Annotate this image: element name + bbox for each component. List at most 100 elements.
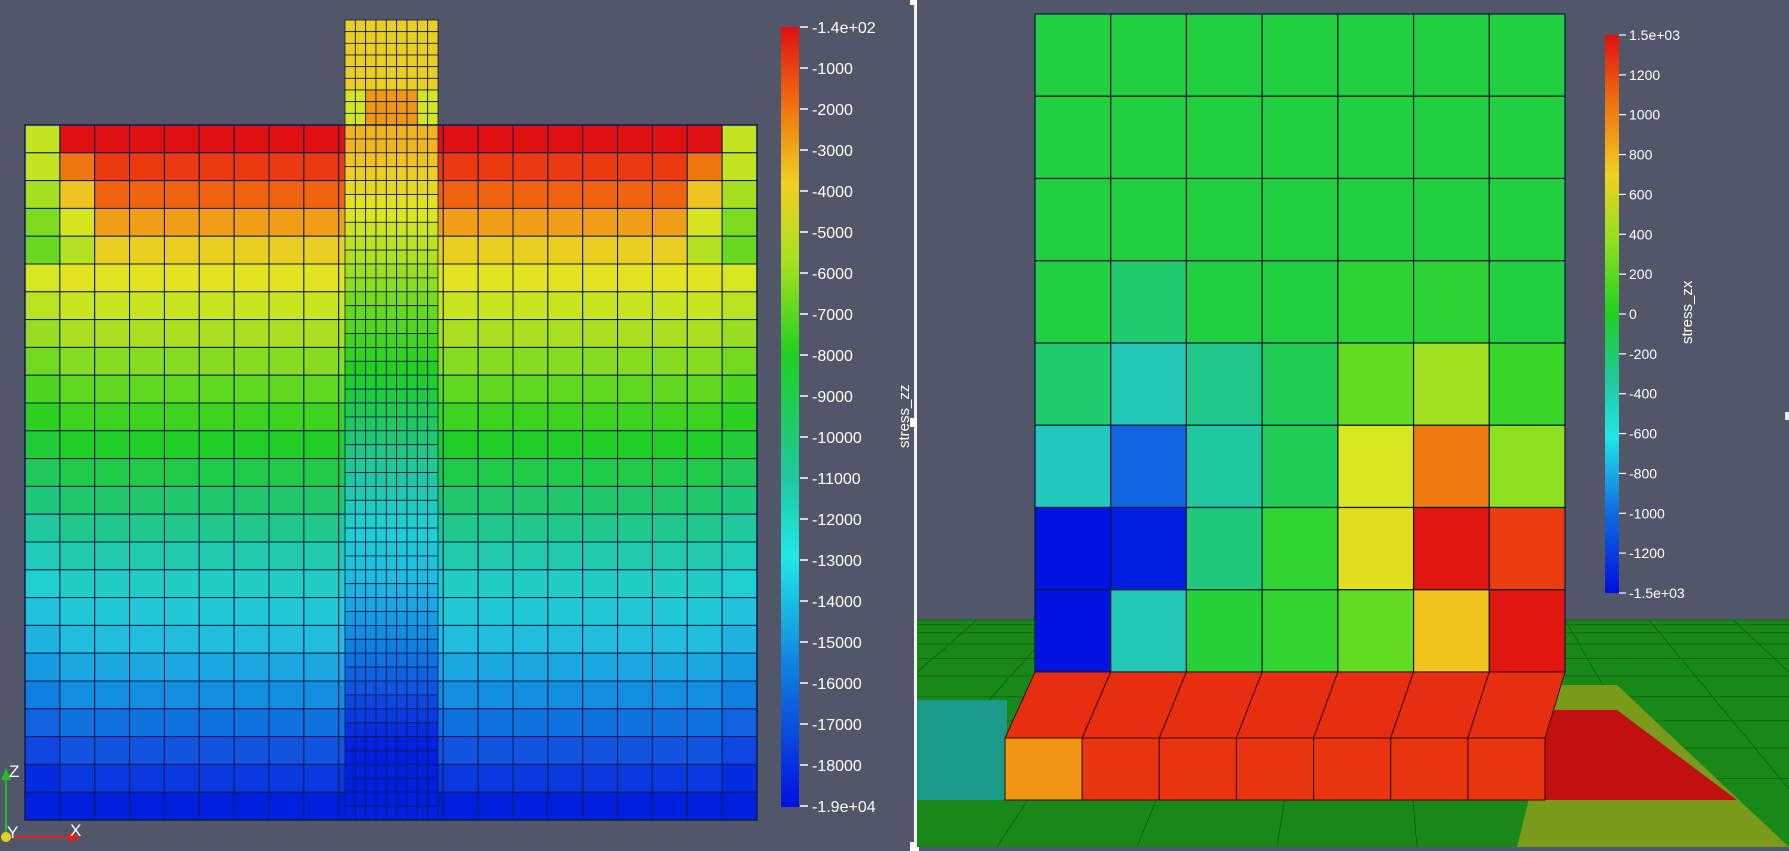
stress-zz-mesh-cell bbox=[686, 263, 723, 293]
stress-zz-refined-cell bbox=[354, 652, 367, 668]
stress-zz-mesh-cell bbox=[59, 485, 96, 515]
stress-zz-mesh-cell bbox=[477, 152, 514, 182]
y-axis-label: Y bbox=[7, 823, 18, 842]
left-viewport[interactable]: -1.4e+02 -1000 -2000 -3000 -4000 -5000 -6000 -7… bbox=[0, 0, 914, 847]
stress-zz-refined-cell bbox=[396, 444, 408, 460]
stress-zz-refined-cell bbox=[354, 207, 367, 223]
stress-zz-mesh[interactable] bbox=[24, 19, 758, 821]
stress-zz-mesh-cell bbox=[59, 402, 96, 432]
stress-zz-refined-cell bbox=[354, 263, 367, 279]
stress-zx-mesh[interactable] bbox=[1004, 13, 1566, 801]
stress-zz-mesh-cell bbox=[512, 346, 549, 376]
stress-zz-refined-cell bbox=[375, 764, 387, 779]
stress-zz-refined-cell bbox=[375, 180, 387, 195]
stress-zz-mesh-cell bbox=[442, 430, 479, 460]
stress-zz-refined-cell bbox=[365, 346, 377, 362]
stress-zz-mesh-cell bbox=[512, 624, 549, 654]
stress-zz-refined-cell bbox=[385, 235, 398, 251]
ground-grid-line bbox=[1648, 619, 1789, 790]
stress-zz-mesh-cell bbox=[617, 319, 653, 348]
stress-zz-mesh-cell bbox=[721, 235, 758, 265]
stress-zz-refined-cell bbox=[396, 694, 408, 710]
stress-zz-mesh-cell bbox=[129, 291, 165, 321]
stress-zz-mesh-cell bbox=[233, 708, 270, 738]
stress-zz-refined-cell bbox=[375, 444, 387, 460]
stress-zz-tick-label: -13000 bbox=[812, 553, 862, 570]
stress-zz-mesh-cell bbox=[582, 791, 619, 821]
stress-zz-refined-cell bbox=[385, 249, 398, 265]
stress-zz-mesh-cell bbox=[303, 402, 340, 432]
stress-zz-mesh-cell bbox=[477, 652, 514, 682]
stress-zz-refined-cell bbox=[385, 152, 398, 168]
stress-zz-refined-cell bbox=[416, 680, 429, 696]
stress-zx-mesh-cell bbox=[1412, 13, 1490, 97]
stress-zz-refined-cell bbox=[385, 597, 398, 612]
ground-grid-line bbox=[917, 619, 978, 673]
stress-zx-tick-label: 0 bbox=[1629, 306, 1637, 322]
stress-zz-refined-cell bbox=[344, 597, 356, 612]
left-render-view[interactable]: -1.4e+02 -1000 -2000 -3000 -4000 -5000 -6000 -7… bbox=[0, 0, 914, 847]
stress-zz-mesh-cell bbox=[163, 152, 200, 182]
stress-zz-mesh-cell bbox=[617, 624, 653, 654]
stress-zz-mesh-cell bbox=[233, 346, 270, 376]
stress-zz-mesh-cell bbox=[721, 152, 758, 182]
right-render-view[interactable]: 1.5e+03 1200 1000 800 600 400 200 0 -200 -400 -600… bbox=[917, 0, 1789, 847]
stress-zz-mesh-cell bbox=[477, 458, 514, 487]
stress-zz-refined-cell bbox=[416, 499, 429, 515]
y-axis-dot bbox=[1, 832, 11, 842]
stress-zx-colorbar-title: stress_zx bbox=[1679, 280, 1696, 344]
stress-zz-mesh-cell bbox=[512, 263, 549, 293]
stress-zz-mesh-cell bbox=[233, 652, 270, 682]
stress-zz-pile-cell bbox=[344, 89, 356, 103]
stress-zz-refined-cell bbox=[427, 249, 439, 265]
stress-zz-refined-cell bbox=[375, 138, 387, 154]
stress-zz-refined-cell bbox=[427, 694, 439, 710]
stress-zz-refined-cell bbox=[365, 736, 377, 751]
stress-zz-mesh-cell bbox=[198, 124, 235, 154]
stress-zz-mesh-cell bbox=[268, 513, 305, 543]
stress-zx-mesh-cell bbox=[1034, 589, 1112, 673]
stress-zz-refined-cell bbox=[375, 194, 387, 209]
stress-zz-mesh-cell bbox=[59, 235, 96, 265]
stress-zz-mesh-cell bbox=[651, 541, 688, 571]
stress-zz-mesh-cell bbox=[303, 319, 340, 348]
stress-zz-mesh-cell bbox=[233, 624, 270, 654]
stress-zz-mesh-cell bbox=[163, 402, 200, 432]
stress-zz-tick-label: -15000 bbox=[812, 635, 862, 652]
stress-zx-colorbar: 1.5e+03 1200 1000 800 600 400 200 0 -200 -400 -600… bbox=[1605, 27, 1696, 601]
stress-zz-mesh-cell bbox=[512, 791, 549, 821]
stress-zz-pile-cell bbox=[416, 77, 429, 91]
stress-zz-refined-cell bbox=[375, 722, 387, 738]
stress-zz-mesh-cell bbox=[198, 763, 235, 793]
stress-zz-refined-cell bbox=[427, 374, 439, 390]
stress-zz-refined-cell bbox=[375, 388, 387, 404]
stress-zz-mesh-cell bbox=[198, 513, 235, 543]
stress-zz-mesh-cell bbox=[582, 207, 619, 237]
stress-zz-refined-cell bbox=[427, 333, 439, 348]
stress-zz-refined-cell bbox=[375, 777, 387, 793]
stress-zz-refined-cell bbox=[354, 166, 367, 181]
stress-zx-mesh-cell bbox=[1488, 95, 1566, 180]
stress-zz-tick-label: -9000 bbox=[812, 389, 853, 406]
stress-zz-tick-label: -16000 bbox=[812, 676, 862, 693]
stress-zz-refined-cell bbox=[385, 722, 398, 738]
stress-zx-tick-label: -1000 bbox=[1629, 505, 1665, 521]
stress-zz-refined-cell bbox=[416, 152, 429, 168]
stress-zz-mesh-cell bbox=[303, 374, 340, 404]
stress-zx-tick-label: 400 bbox=[1629, 226, 1653, 242]
splitter-handle-middle[interactable] bbox=[910, 418, 919, 427]
stress-zz-refined-cell bbox=[344, 736, 356, 751]
stress-zz-refined-cell bbox=[354, 305, 367, 321]
stress-zz-refined-cell bbox=[344, 152, 356, 168]
stress-zz-pile-cell bbox=[344, 54, 356, 68]
stress-zz-mesh-cell bbox=[512, 652, 549, 682]
stress-zz-mesh-cell bbox=[721, 708, 758, 738]
splitter-handle-top[interactable] bbox=[910, 0, 919, 5]
stress-zz-mesh-cell bbox=[233, 430, 270, 460]
stress-zz-mesh-cell bbox=[59, 319, 96, 348]
stress-zz-refined-cell bbox=[416, 430, 429, 446]
stress-zz-mesh-cell bbox=[442, 680, 479, 710]
right-viewport[interactable]: 1.5e+03 1200 1000 800 600 400 200 0 -200 -400 -600… bbox=[917, 0, 1789, 847]
stress-zz-mesh-cell bbox=[686, 541, 723, 571]
stress-zz-pile-cell bbox=[396, 66, 408, 79]
